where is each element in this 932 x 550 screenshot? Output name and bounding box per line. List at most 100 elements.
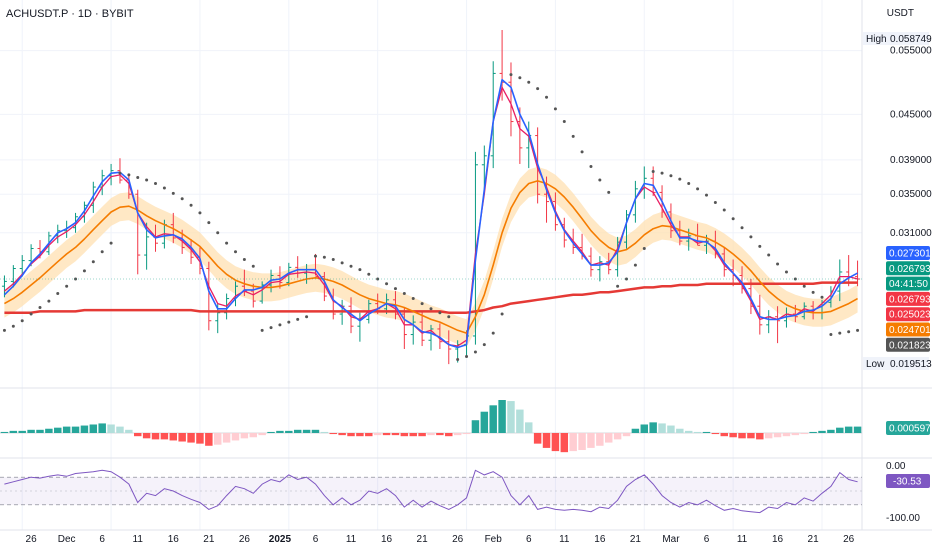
- psar-dot: [385, 282, 389, 286]
- macd-bar: [347, 433, 355, 437]
- x-tick-label: 11: [737, 534, 748, 545]
- x-tick-label: 16: [381, 534, 393, 545]
- macd-bar: [356, 433, 364, 437]
- rsi-bottom-label: -100.00: [886, 513, 920, 524]
- macd-bar: [178, 433, 186, 442]
- macd-bar: [267, 431, 275, 433]
- psar-dot: [731, 217, 735, 221]
- macd-bar: [409, 433, 417, 437]
- psar-dot: [607, 190, 611, 194]
- x-tick-label: 21: [808, 534, 820, 545]
- low-row-bg: [863, 357, 929, 370]
- x-tick-label: Dec: [58, 534, 76, 545]
- psar-dot: [580, 150, 584, 154]
- psar-dot: [509, 73, 513, 77]
- psar-dot: [118, 171, 122, 175]
- macd-bar: [0, 431, 9, 433]
- price-badge: [886, 246, 930, 260]
- price-tick-label: 0.045000: [890, 109, 932, 120]
- macd-bar: [285, 430, 293, 433]
- macd-bar: [231, 433, 240, 441]
- macd-bar: [196, 433, 204, 444]
- psar-dot: [278, 323, 282, 327]
- psar-dot: [678, 177, 682, 181]
- x-tick-label: 6: [526, 534, 532, 545]
- price-tick-label: 0.035000: [890, 189, 932, 200]
- psar-dot: [260, 328, 264, 332]
- psar-dot: [749, 235, 753, 239]
- x-tick-label: 26: [26, 534, 38, 545]
- macd-bar: [684, 430, 693, 433]
- macd-bar: [604, 433, 613, 443]
- psar-dot: [127, 173, 131, 177]
- macd-bar: [640, 424, 649, 433]
- psar-dot: [242, 257, 246, 261]
- macd-bar: [853, 426, 862, 433]
- psar-dot: [669, 174, 673, 178]
- price-badge: [886, 307, 930, 322]
- psar-dot: [340, 261, 344, 265]
- ma-orange-line: [4, 180, 858, 334]
- psar-dot: [500, 312, 504, 316]
- psar-dot: [776, 262, 780, 266]
- psar-dot: [820, 295, 824, 299]
- psar-dot: [438, 311, 442, 315]
- psar-dot: [145, 178, 149, 182]
- macd-bar: [213, 433, 222, 445]
- macd-bar: [293, 429, 302, 433]
- macd-bar: [551, 433, 560, 452]
- macd-bar: [773, 433, 782, 438]
- price-tick-label: 0.055000: [890, 46, 932, 57]
- macd-bar: [693, 431, 702, 433]
- psar-dot: [847, 330, 851, 334]
- macd-bar: [836, 427, 844, 433]
- psar-dot: [784, 270, 788, 274]
- psar-dot: [482, 343, 486, 347]
- psar-dot: [625, 277, 629, 281]
- psar-dot: [331, 257, 335, 261]
- macd-bar: [418, 433, 426, 437]
- macd-bar: [80, 425, 89, 433]
- x-tick-label: 16: [168, 534, 180, 545]
- symbol-title[interactable]: ACHUSDT.P · 1D · BYBIT: [6, 8, 134, 20]
- psar-dot: [47, 299, 51, 303]
- macd-bar: [471, 420, 480, 433]
- macd-bar: [542, 433, 551, 448]
- macd-bar: [587, 433, 595, 448]
- x-tick-label: 16: [594, 534, 606, 545]
- price-badge: [886, 337, 930, 352]
- macd-bar: [125, 429, 133, 433]
- x-tick-label: 6: [99, 534, 105, 545]
- macd-bar: [98, 423, 106, 433]
- x-tick-label: 26: [239, 534, 251, 545]
- psar-dot: [722, 208, 726, 212]
- macd-bar: [658, 423, 666, 433]
- macd-bar: [844, 426, 853, 433]
- psar-dot: [660, 171, 664, 175]
- macd-bar: [142, 433, 151, 439]
- currency-label: USDT: [886, 8, 914, 19]
- macd-bar: [782, 433, 791, 437]
- psar-dot: [225, 241, 229, 245]
- macd-bar: [445, 433, 453, 437]
- macd-bar: [9, 430, 18, 433]
- low-label: Low: [866, 359, 885, 370]
- psar-dot: [251, 264, 255, 268]
- psar-dot: [420, 302, 424, 306]
- psar-dot: [811, 290, 815, 294]
- price-badge: [886, 291, 930, 306]
- price-badge: [886, 322, 930, 337]
- psar-dot: [553, 107, 557, 111]
- price-badge: [886, 261, 930, 276]
- price-badge-text: 0.025023: [889, 310, 931, 321]
- psar-dot: [465, 354, 469, 358]
- psar-dot: [367, 272, 371, 276]
- macd-bar: [187, 433, 195, 443]
- psar-dot: [713, 201, 717, 205]
- psar-dot: [802, 284, 806, 288]
- psar-dot: [402, 292, 406, 296]
- psar-dot: [651, 169, 655, 173]
- x-tick-label: 16: [772, 534, 784, 545]
- price-badge: [886, 276, 930, 291]
